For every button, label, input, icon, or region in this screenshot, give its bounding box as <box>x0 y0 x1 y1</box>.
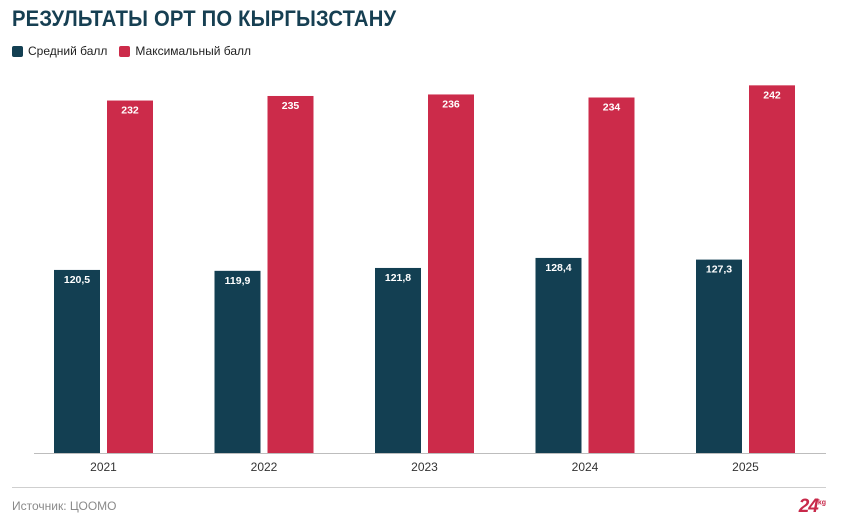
legend-item-avg: Средний балл <box>12 44 107 58</box>
bar-avg-2022 <box>214 270 261 453</box>
x-tick-label-2021: 2021 <box>90 460 117 474</box>
data-label-max-2021: 232 <box>121 105 139 117</box>
logo-suffix: kg <box>817 499 826 507</box>
bar-avg-2025 <box>696 259 742 453</box>
x-tick-label-2024: 2024 <box>572 460 599 474</box>
bar-avg-2024 <box>535 257 582 453</box>
legend-label-max: Максимальный балл <box>135 44 252 58</box>
bar-avg-2023 <box>375 267 421 453</box>
x-tick-label-2025: 2025 <box>732 460 759 474</box>
publisher-logo: 24kg <box>799 496 826 518</box>
data-label-avg-2023: 121,8 <box>385 272 411 284</box>
bar-max-2024 <box>588 97 635 453</box>
legend-swatch-max <box>119 45 131 57</box>
logo-number: 24 <box>798 496 819 517</box>
data-label-avg-2024: 128,4 <box>545 262 571 274</box>
data-label-avg-2022: 119,9 <box>225 275 251 287</box>
data-label-avg-2021: 120,5 <box>64 274 90 286</box>
x-tick-label-2023: 2023 <box>411 460 438 474</box>
data-label-max-2023: 236 <box>442 98 460 110</box>
legend: Средний балл Максимальный балл <box>12 44 263 58</box>
data-label-max-2024: 234 <box>603 102 621 114</box>
legend-item-max: Максимальный балл <box>119 44 251 58</box>
legend-label-avg: Средний балл <box>28 44 108 58</box>
chart-title: РЕЗУЛЬТАТЫ ОРТ ПО КЫРГЫЗСТАНУ <box>12 6 397 31</box>
footer-divider <box>12 487 826 488</box>
data-label-max-2022: 235 <box>282 100 300 112</box>
bar-max-2022 <box>267 95 314 453</box>
bar-max-2025 <box>749 85 795 453</box>
x-tick-label-2022: 2022 <box>251 460 278 474</box>
source-note: Источник: ЦООМО <box>12 499 117 513</box>
data-label-max-2025: 242 <box>763 89 781 101</box>
data-label-avg-2025: 127,3 <box>706 264 732 276</box>
legend-swatch-avg <box>12 45 23 57</box>
bar-avg-2021 <box>54 269 100 453</box>
bar-max-2023 <box>428 94 474 453</box>
bar-max-2021 <box>107 100 153 454</box>
